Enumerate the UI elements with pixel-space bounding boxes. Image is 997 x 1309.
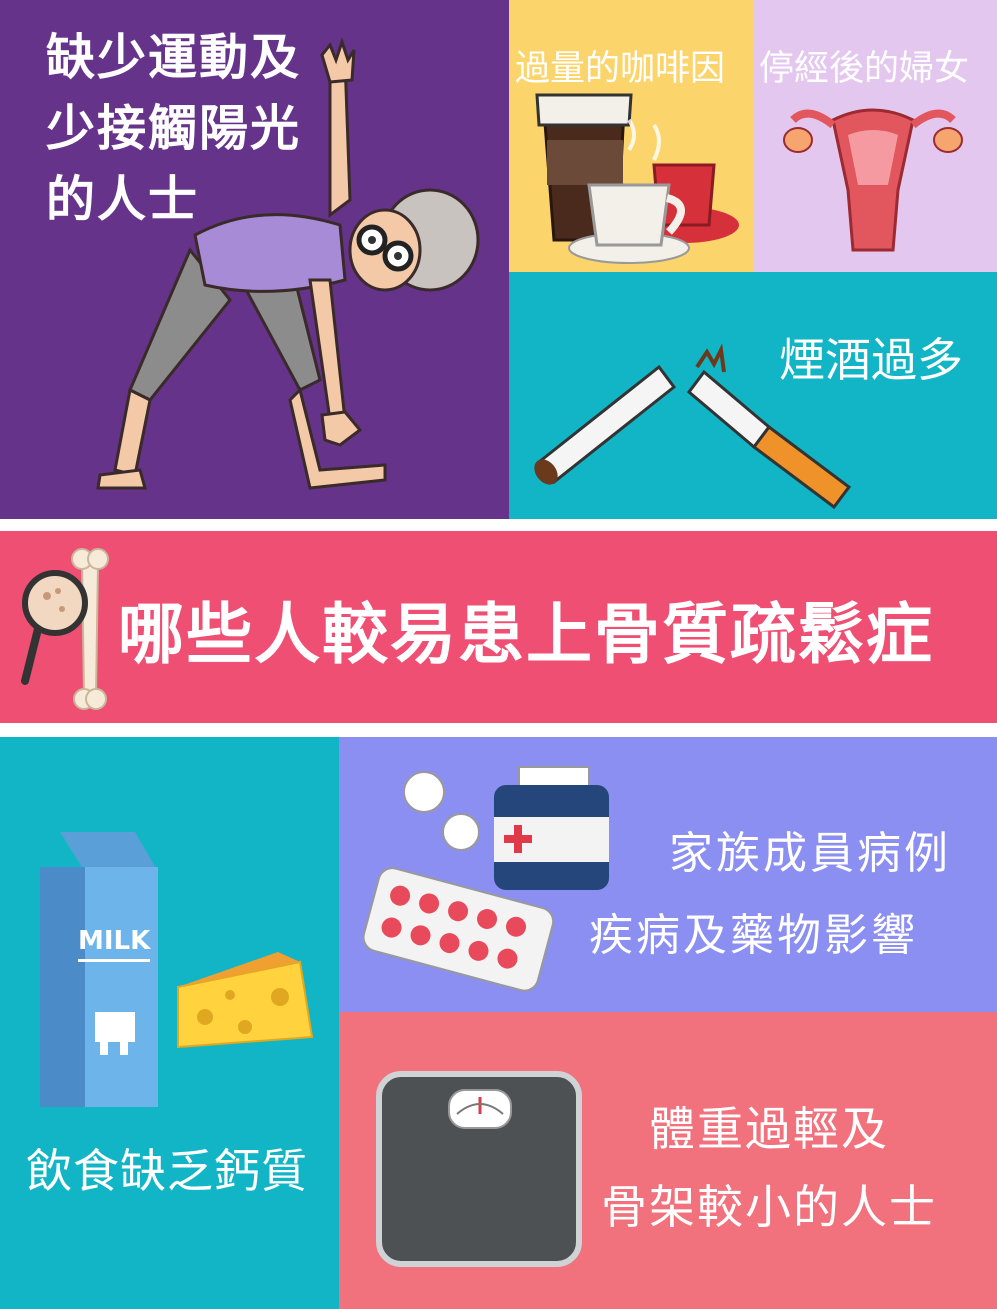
- smoking-factor-text: 煙酒過多: [779, 333, 963, 387]
- milk-label: MILK: [78, 926, 151, 956]
- caffeine-factor-text: 過量的咖啡因: [515, 49, 726, 89]
- diet-panel: MILK 飲食缺乏鈣質: [0, 737, 339, 1309]
- bone-magnifier-icon: [21, 548, 109, 710]
- coffee-cups-icon: [535, 93, 739, 264]
- caffeine-panel: 過量的咖啡因: [509, 0, 753, 272]
- elderly-woman-stretching-icon: [96, 37, 480, 490]
- menopause-factor-text: 停經後的婦女: [759, 49, 970, 89]
- family-history-text: 家族成員病例: [669, 828, 951, 879]
- family-and-meds-panel: 家族成員病例 疾病及藥物影響: [339, 737, 997, 1012]
- low-weight-panel: 體重過輕及 骨架較小的人士: [339, 1012, 997, 1309]
- title-banner: 哪些人較易患上骨質疏鬆症: [0, 531, 997, 723]
- low-weight-text: 體重過輕及 骨架較小的人士: [601, 1102, 937, 1234]
- pills-and-bottle-icon: [362, 766, 609, 992]
- bathroom-scale-icon: [376, 1071, 582, 1267]
- milk-and-cheese-icon: MILK: [40, 832, 314, 1107]
- broken-cigarette-icon: [534, 343, 852, 510]
- exercise-factor-text: 缺少運動及 少接觸陽光 的人士: [46, 28, 302, 228]
- menopause-panel: 停經後的婦女: [753, 0, 997, 272]
- exercise-panel: 缺少運動及 少接觸陽光 的人士: [0, 0, 509, 519]
- uterus-icon: [783, 108, 963, 252]
- smoking-panel: 煙酒過多: [509, 272, 997, 519]
- diet-factor-text: 飲食缺乏鈣質: [26, 1144, 308, 1198]
- illness-meds-text: 疾病及藥物影響: [589, 910, 918, 961]
- page-title: 哪些人較易患上骨質疏鬆症: [118, 595, 934, 673]
